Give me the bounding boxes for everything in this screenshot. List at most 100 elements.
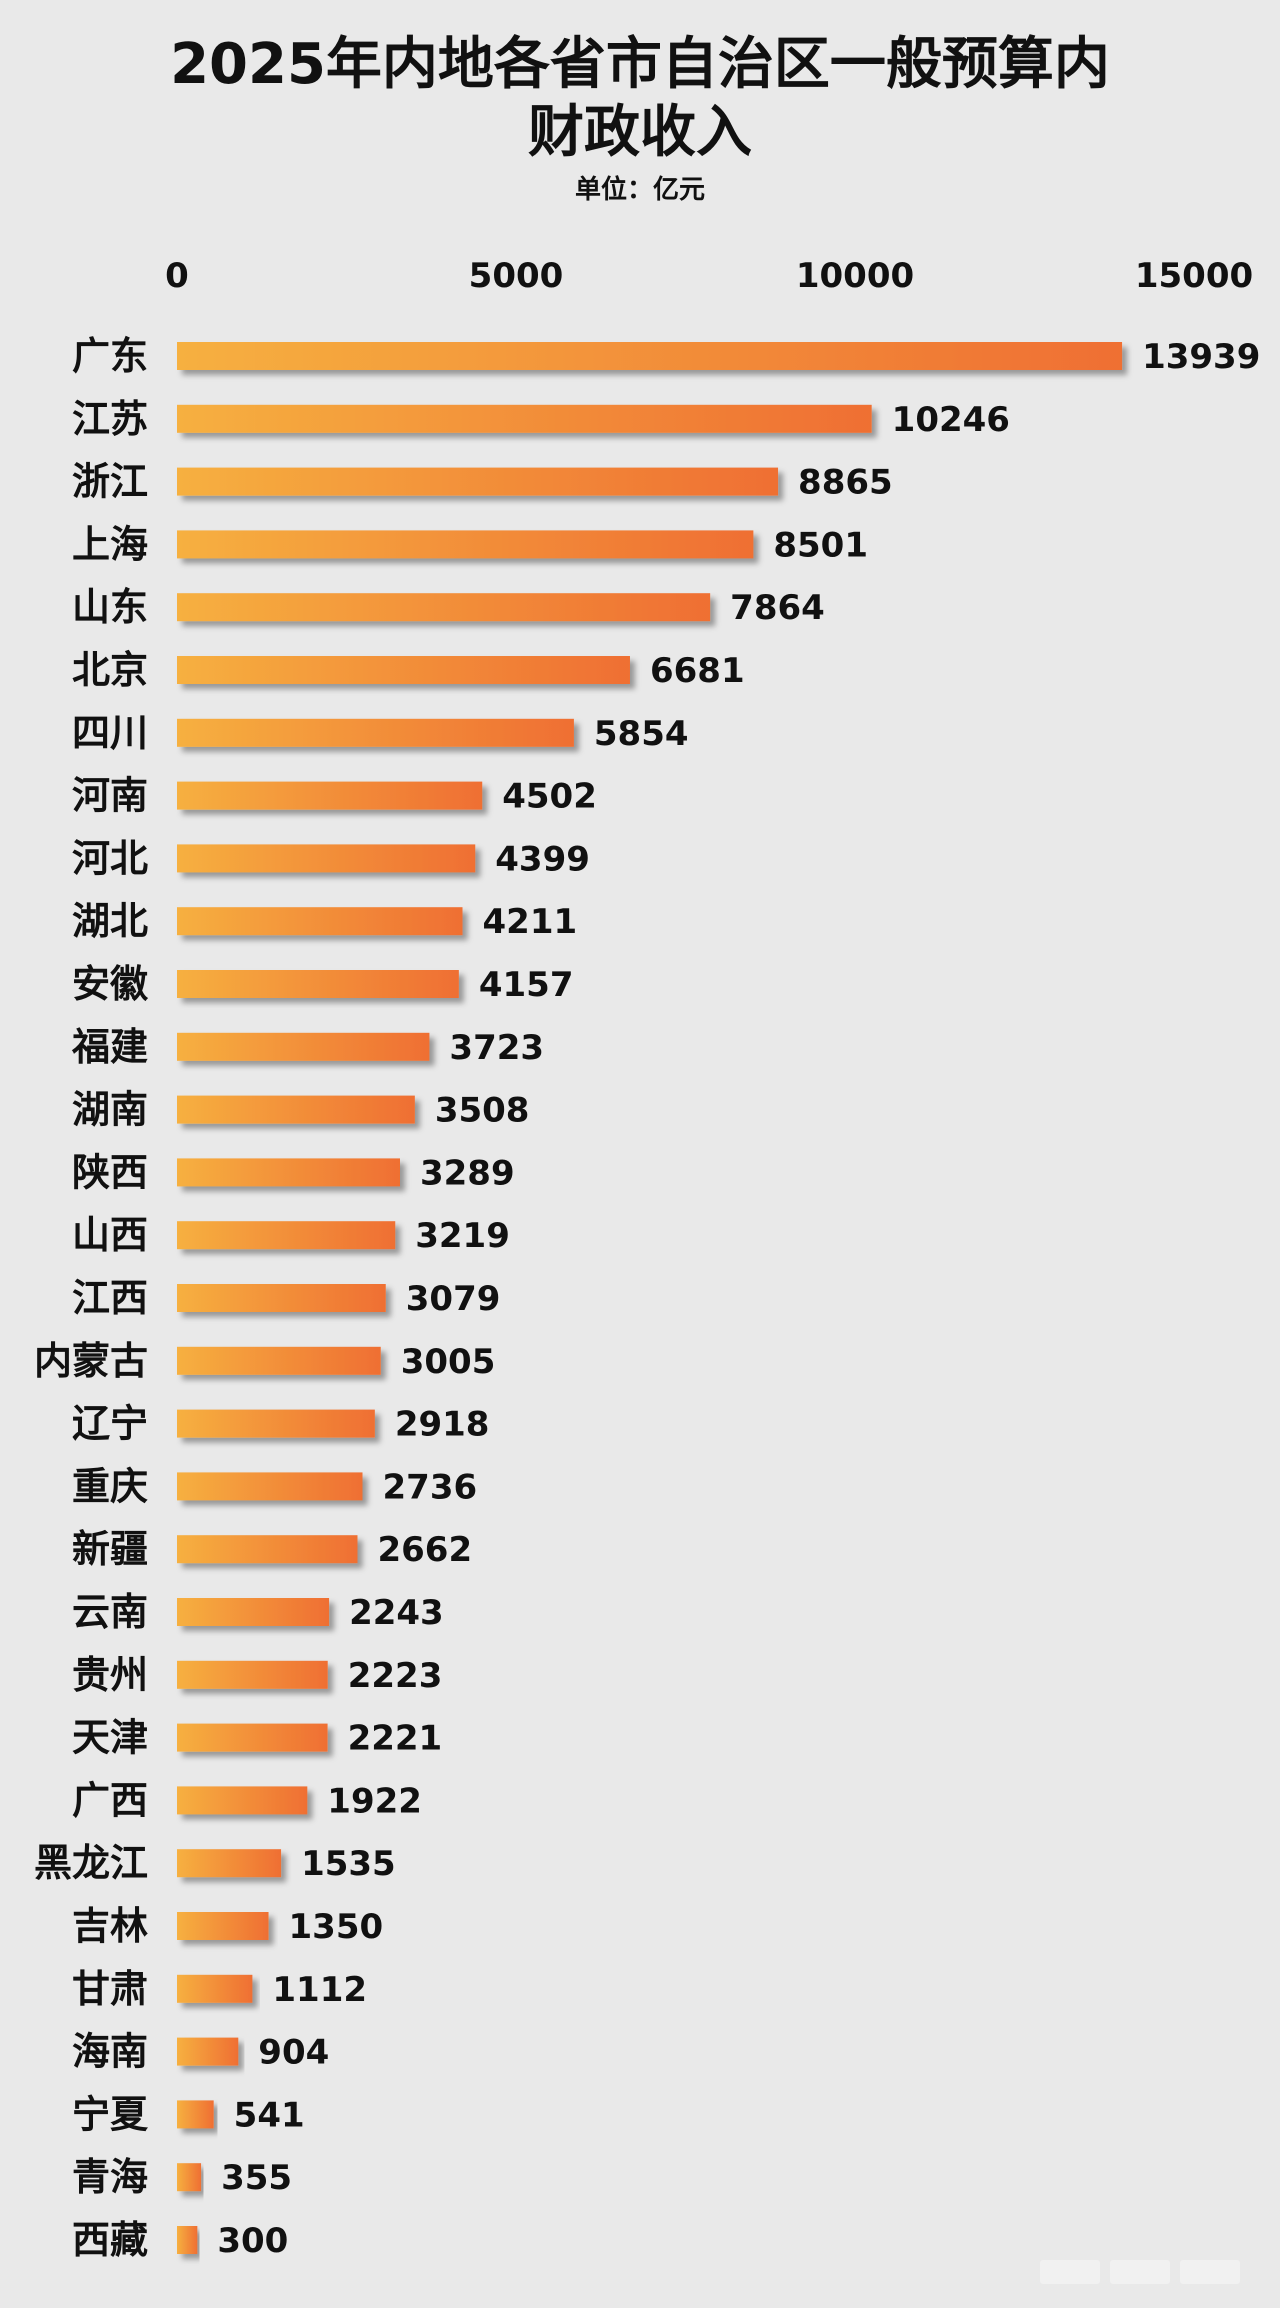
category-label: 宁夏	[72, 2092, 149, 2136]
chart-title-line1: 2025年内地各省市自治区一般预算内	[170, 32, 1110, 97]
bar	[177, 2037, 239, 2066]
data-label: 1922	[327, 1781, 422, 1821]
bar	[177, 1849, 282, 1878]
bar	[177, 1535, 358, 1564]
data-label: 3508	[435, 1091, 530, 1131]
data-label: 6681	[650, 651, 745, 691]
data-label: 3005	[401, 1342, 496, 1382]
bar	[177, 404, 872, 433]
x-tick-label: 5000	[469, 256, 564, 296]
category-label: 江苏	[72, 397, 148, 441]
category-label: 四川	[72, 711, 148, 755]
data-label: 2736	[383, 1467, 478, 1507]
bar	[177, 718, 574, 747]
bar	[177, 1786, 308, 1815]
category-label: 青海	[72, 2155, 148, 2199]
bar	[177, 1221, 396, 1250]
chart-subtitle: 单位：亿元	[574, 175, 705, 205]
bar	[177, 1158, 400, 1187]
x-axis-ticks: 0 5000 10000 15000	[165, 256, 1253, 296]
bar	[177, 530, 754, 559]
bar	[177, 467, 779, 496]
bar	[177, 1912, 269, 1940]
watermark-icon	[1040, 2260, 1240, 2284]
bar	[177, 1723, 328, 1752]
category-label: 山东	[72, 585, 148, 629]
data-label: 10246	[892, 400, 1010, 440]
data-label: 8865	[798, 463, 893, 503]
data-label: 541	[234, 2095, 305, 2135]
data-label: 2662	[377, 1530, 472, 1570]
data-label: 4211	[483, 902, 578, 942]
bar	[177, 2100, 214, 2129]
data-label: 2243	[349, 1593, 444, 1633]
category-label: 重庆	[72, 1464, 148, 1508]
data-label: 3289	[420, 1153, 515, 1193]
bar	[177, 1974, 253, 2003]
data-label: 300	[217, 2221, 288, 2261]
data-label: 8501	[773, 525, 868, 565]
category-label: 山西	[72, 1213, 148, 1257]
category-label: 浙江	[72, 460, 148, 504]
bar	[177, 1284, 386, 1312]
bar	[177, 907, 463, 936]
data-label: 4157	[479, 965, 574, 1005]
bar	[177, 1660, 328, 1689]
chart-title-line2: 财政收入	[528, 100, 752, 165]
data-label: 2918	[395, 1405, 490, 1445]
data-label: 904	[258, 2033, 329, 2073]
category-label: 贵州	[72, 1653, 148, 1697]
category-label: 江西	[72, 1276, 148, 1320]
data-label: 3219	[415, 1216, 510, 1256]
category-label: 内蒙古	[34, 1339, 148, 1383]
category-label: 陕西	[72, 1150, 148, 1194]
category-label: 云南	[72, 1590, 148, 1634]
bar	[177, 593, 711, 622]
bar	[177, 1346, 381, 1375]
bar	[177, 2226, 198, 2254]
category-label: 广西	[72, 1778, 148, 1822]
bar	[177, 342, 1123, 370]
bar	[177, 656, 630, 684]
data-label: 1350	[289, 1907, 384, 1947]
bar	[177, 1598, 330, 1626]
data-label: 1112	[272, 1970, 367, 2010]
x-tick-label: 15000	[1135, 256, 1253, 296]
data-label: 3723	[449, 1028, 544, 1068]
category-label: 福建	[71, 1025, 148, 1069]
data-label: 1535	[301, 1844, 396, 1884]
category-label: 上海	[72, 522, 148, 566]
category-label: 河北	[72, 836, 148, 880]
category-label: 广东	[72, 334, 148, 378]
x-tick-label: 10000	[796, 256, 914, 296]
category-label: 甘肃	[72, 1967, 148, 2011]
x-tick-label: 0	[165, 256, 189, 296]
bar	[177, 970, 459, 998]
data-label: 4502	[502, 777, 597, 817]
bar	[177, 2163, 202, 2192]
category-label: 西藏	[72, 2218, 148, 2262]
category-label: 海南	[72, 2030, 148, 2074]
bar	[177, 1095, 415, 1124]
data-label: 5854	[594, 714, 689, 754]
category-label: 黑龙江	[34, 1841, 148, 1885]
data-label: 13939	[1142, 337, 1260, 377]
bar	[177, 1032, 430, 1061]
category-label: 北京	[72, 648, 148, 692]
bar	[177, 781, 483, 810]
data-label: 355	[221, 2158, 292, 2198]
data-label: 2221	[348, 1719, 443, 1759]
category-label: 吉林	[72, 1904, 148, 1948]
data-label: 7864	[730, 588, 825, 628]
category-label: 新疆	[72, 1527, 148, 1571]
category-label: 辽宁	[72, 1402, 148, 1446]
category-label: 安徽	[72, 962, 149, 1006]
data-label: 3079	[406, 1279, 501, 1319]
category-label: 天津	[72, 1716, 148, 1760]
data-label: 2223	[348, 1656, 443, 1696]
bar	[177, 1472, 363, 1501]
bar	[177, 1409, 375, 1438]
category-label: 河南	[72, 774, 148, 818]
category-label: 湖南	[72, 1088, 148, 1132]
